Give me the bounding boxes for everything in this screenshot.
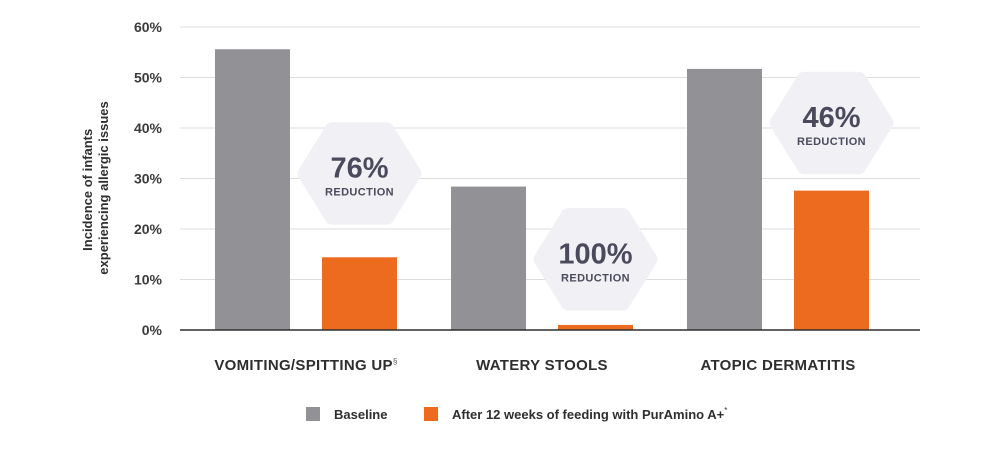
hexagon-shape — [297, 122, 422, 225]
y-axis-ticks: 0% 10% 20% 30% 40% 50% 60% — [134, 19, 163, 338]
y-tick-label: 0% — [142, 322, 163, 338]
legend: Baseline After 12 weeks of feeding with P… — [306, 406, 727, 422]
reduction-label: REDUCTION — [325, 186, 394, 198]
legend-item-after-12-weeks: After 12 weeks of feeding with PurAmino … — [424, 406, 727, 422]
category-label: ATOPIC DERMATITIS — [700, 357, 855, 374]
legend-label: After 12 weeks of feeding with PurAmino … — [452, 406, 727, 422]
bar-baseline — [687, 68, 762, 330]
y-axis-label: Incidence of infants experiencing allerg… — [80, 101, 111, 274]
reduction-badges: 76% REDUCTION 100% REDUCTION 46% REDUCTION — [297, 71, 894, 311]
category-labels: VOMITING/SPITTING UP§ WATERY STOOLS ATOPIC… — [214, 357, 855, 374]
bar-baseline — [451, 186, 526, 330]
bar-baseline — [215, 49, 290, 330]
y-tick-label: 50% — [134, 70, 163, 86]
reduction-percent: 100% — [558, 238, 632, 270]
reduction-percent: 46% — [802, 102, 860, 134]
reduction-label: REDUCTION — [797, 136, 866, 148]
y-tick-label: 30% — [134, 171, 163, 187]
category-label: WATERY STOOLS — [476, 357, 608, 374]
reduction-label: REDUCTION — [561, 272, 630, 284]
y-axis-label-line-2: experiencing allergic issues — [96, 101, 111, 274]
category-label: VOMITING/SPITTING UP§ — [214, 357, 397, 374]
y-tick-label: 60% — [134, 19, 163, 35]
bars — [215, 49, 869, 330]
y-tick-label: 40% — [134, 120, 163, 136]
reduction-badge: 76% REDUCTION — [297, 122, 422, 225]
bar-after-12-weeks — [558, 324, 633, 330]
legend-label: Baseline — [334, 407, 387, 422]
y-tick-label: 20% — [134, 221, 163, 237]
reduction-badge: 100% REDUCTION — [533, 208, 658, 311]
legend-swatch — [306, 407, 320, 421]
hexagon-shape — [533, 208, 658, 311]
bar-after-12-weeks — [794, 190, 869, 330]
reduction-percent: 76% — [330, 152, 388, 184]
legend-item-baseline: Baseline — [306, 407, 387, 422]
reduction-badge: 46% REDUCTION — [769, 71, 894, 175]
y-axis-label-line-1: Incidence of infants — [80, 129, 95, 251]
hexagon-shape — [769, 71, 894, 175]
legend-swatch — [424, 407, 438, 421]
y-tick-label: 10% — [134, 272, 163, 288]
bar-after-12-weeks — [322, 257, 397, 330]
